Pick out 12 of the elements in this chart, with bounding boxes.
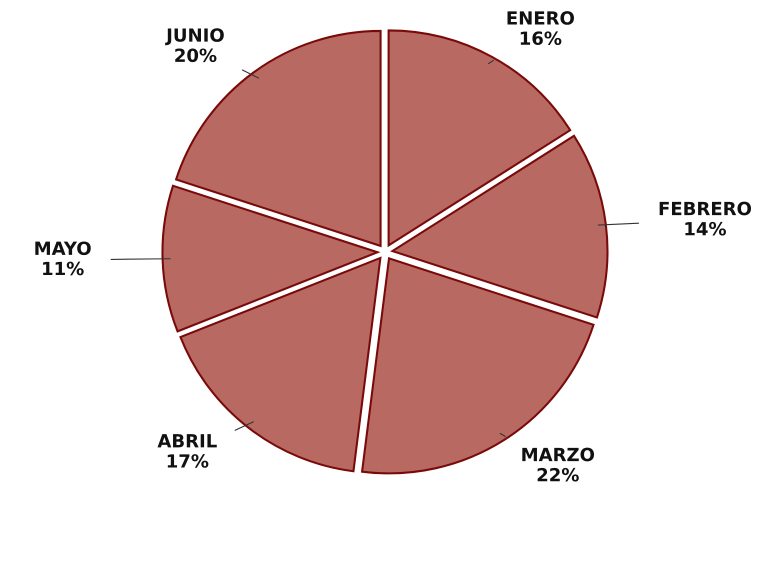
data-label: 11% xyxy=(43,262,84,276)
slice-label: ENERO xyxy=(508,11,574,25)
slice-label: MAYO xyxy=(35,241,91,256)
data-label: 20% xyxy=(175,48,216,62)
data-label: 14% xyxy=(685,222,726,236)
data-label: 17% xyxy=(168,454,208,468)
data-label: 22% xyxy=(538,468,579,482)
slice-label: JUNIO xyxy=(165,28,224,46)
slice-label: MARZO xyxy=(522,448,594,462)
slice-label: FEBRERO xyxy=(660,202,752,216)
slice-label: ABRIL xyxy=(157,434,217,448)
data-label: 16% xyxy=(520,31,562,46)
